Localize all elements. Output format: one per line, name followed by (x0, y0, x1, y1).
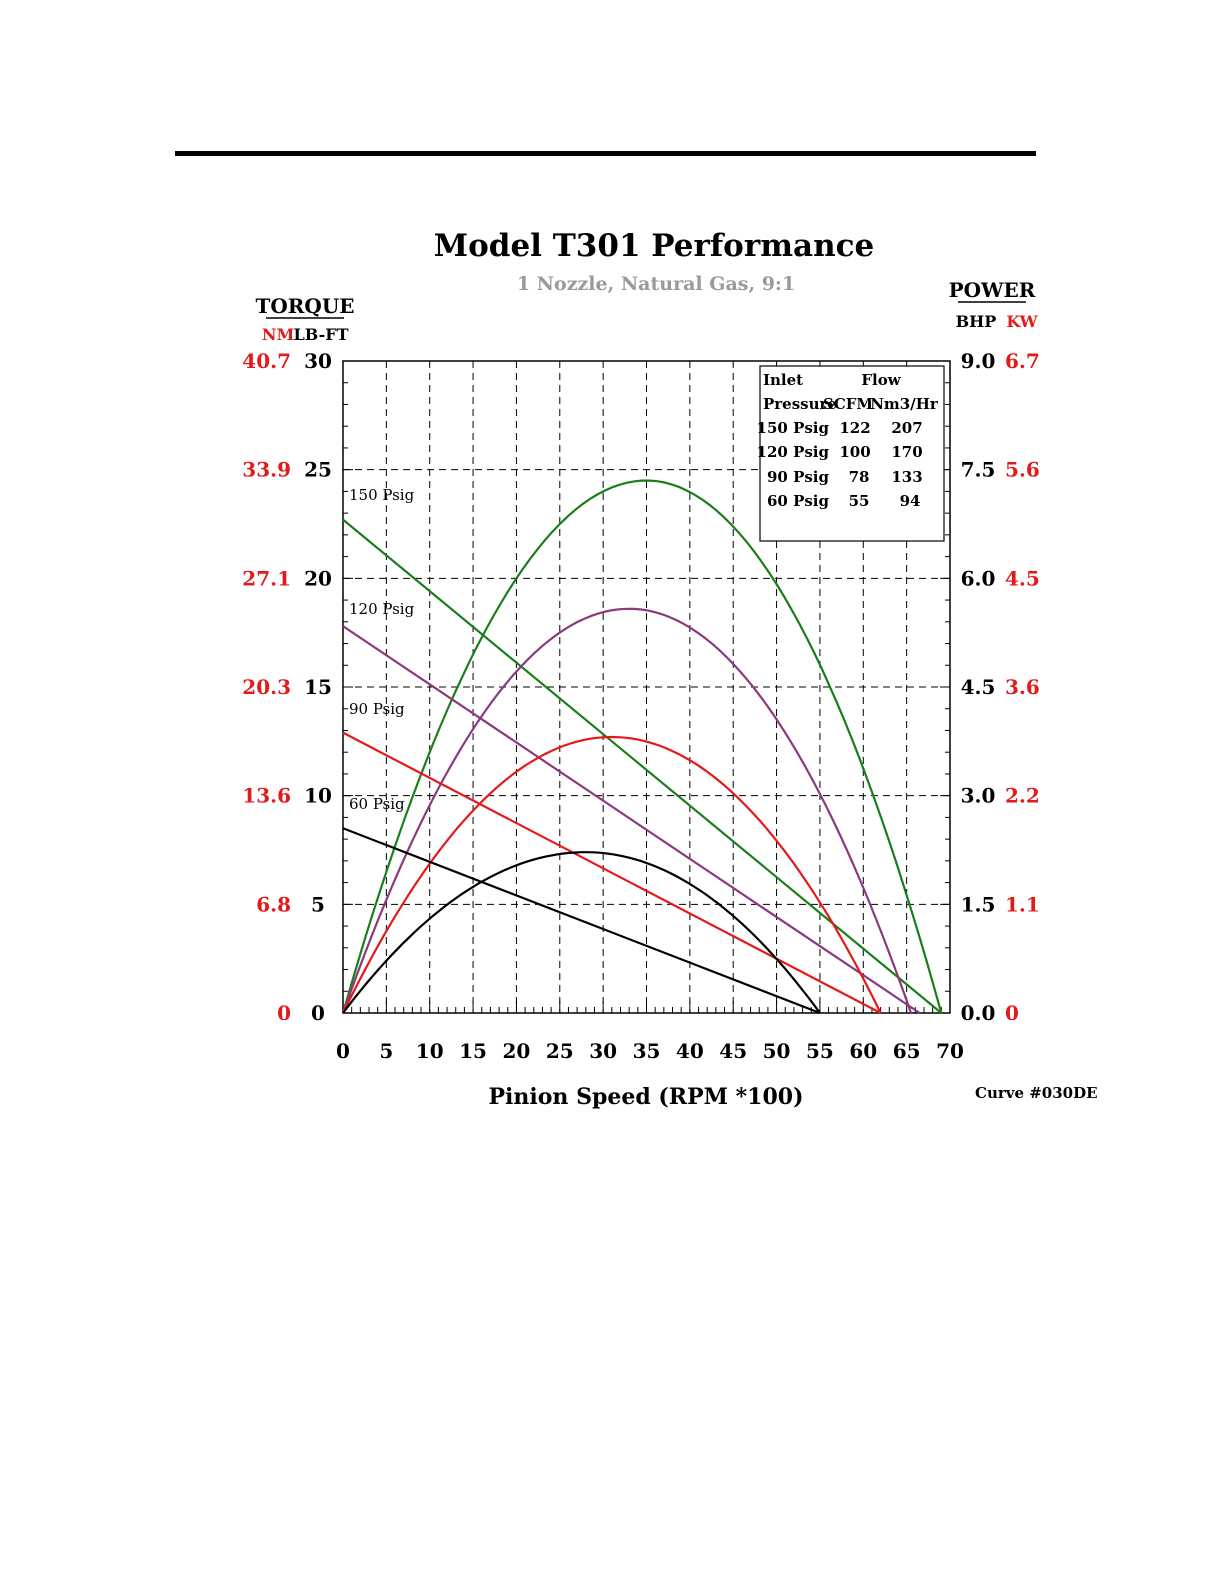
y-left-tick-nm: 20.3 (242, 675, 291, 699)
flow-row-pressure: 90 Psig (767, 468, 830, 486)
x-tick-label: 60 (849, 1039, 877, 1063)
flow-row-pressure: 60 Psig (767, 492, 830, 510)
y-left-tick-nm: 27.1 (242, 566, 291, 590)
unit-bhp: BHP (956, 312, 997, 331)
flow-row-scfm: 122 (839, 419, 870, 437)
x-tick-label: 25 (546, 1039, 574, 1063)
y-left-tick-nm: 0 (277, 1001, 291, 1025)
x-tick-label: 10 (416, 1039, 444, 1063)
x-tick-label: 5 (379, 1039, 393, 1063)
y-left-tick-lbft: 25 (304, 458, 332, 482)
x-axis-label: Pinion Speed (RPM *100) (489, 1084, 804, 1110)
y-left-tick-lbft: 0 (311, 1001, 325, 1025)
y-right-tick-bhp: 6.0 (961, 566, 996, 590)
y-right-tick-bhp: 4.5 (961, 675, 996, 699)
y-left-tick-lbft: 15 (304, 675, 332, 699)
y-left-tick-lbft: 20 (304, 566, 332, 590)
curve-label-90: 90 Psig (349, 700, 405, 718)
flow-table: Inlet Flow Pressure SCFM Nm3/Hr 150 Psig… (757, 366, 944, 541)
flow-row-nm3: 133 (891, 468, 922, 486)
flow-header-scfm: SCFM (823, 395, 873, 413)
power-curve-3 (343, 852, 820, 1013)
flow-row-nm3: 94 (900, 492, 921, 510)
y-right-tick-kw: 2.2 (1005, 784, 1040, 808)
series-layer (343, 481, 941, 1013)
x-tick-label: 65 (893, 1039, 921, 1063)
y-left-tick-lbft: 5 (311, 892, 325, 916)
power-heading: POWER (949, 278, 1036, 302)
y-right-tick-bhp: 0.0 (961, 1001, 996, 1025)
flow-row-scfm: 78 (849, 468, 870, 486)
x-tick-label: 55 (806, 1039, 834, 1063)
unit-nm: NM (262, 325, 294, 344)
chart-title: Model T301 Performance (434, 228, 874, 264)
x-tick-label: 0 (336, 1039, 350, 1063)
curve-id: Curve #030DE (975, 1084, 1098, 1102)
y-left-tick-nm: 6.8 (256, 892, 291, 916)
y-right-tick-kw: 3.6 (1005, 675, 1040, 699)
flow-row-scfm: 55 (849, 492, 870, 510)
torque-line-0 (343, 520, 941, 1013)
y-right-tick-kw: 4.5 (1005, 566, 1040, 590)
flow-row-pressure: 120 Psig (757, 443, 830, 461)
y-right-tick-bhp: 9.0 (961, 349, 996, 373)
flow-row-nm3: 207 (891, 419, 922, 437)
y-left-tick-nm: 13.6 (242, 784, 291, 808)
y-left-tick-lbft: 10 (304, 784, 332, 808)
y-right-tick-bhp: 1.5 (961, 892, 996, 916)
flow-header-flow: Flow (861, 371, 901, 389)
curve-label-120: 120 Psig (349, 600, 415, 618)
y-right-tick-kw: 1.1 (1005, 892, 1040, 916)
torque-heading: TORQUE (255, 294, 354, 318)
x-tick-label: 50 (763, 1039, 791, 1063)
y-right-tick-kw: 6.7 (1005, 349, 1040, 373)
flow-row-nm3: 170 (891, 443, 922, 461)
y-left-tick-nm: 40.7 (242, 349, 291, 373)
flow-header-inlet: Inlet (763, 371, 803, 389)
x-tick-label: 45 (719, 1039, 747, 1063)
y-right-tick-bhp: 3.0 (961, 784, 996, 808)
power-curve-0 (343, 481, 941, 1013)
unit-lbft: LB-FT (294, 325, 349, 344)
flow-header-nm3: Nm3/Hr (870, 395, 939, 413)
flow-row-scfm: 100 (839, 443, 870, 461)
power-curve-1 (343, 609, 911, 1013)
y-right-tick-bhp: 7.5 (961, 458, 996, 482)
x-tick-label: 40 (676, 1039, 704, 1063)
chart-subtitle: 1 Nozzle, Natural Gas, 9:1 (517, 273, 795, 295)
y-left-tick-nm: 33.9 (242, 458, 291, 482)
x-tick-label: 35 (633, 1039, 661, 1063)
y-left-tick-lbft: 30 (304, 349, 332, 373)
x-tick-label: 15 (459, 1039, 487, 1063)
curve-label-150: 150 Psig (349, 486, 415, 504)
x-tick-label: 30 (589, 1039, 617, 1063)
curve-label-60: 60 Psig (349, 795, 405, 813)
x-tick-label: 70 (936, 1039, 964, 1063)
flow-row-pressure: 150 Psig (757, 419, 830, 437)
y-right-tick-kw: 0 (1005, 1001, 1019, 1025)
unit-kw: KW (1006, 312, 1038, 331)
y-right-tick-kw: 5.6 (1005, 458, 1040, 482)
x-tick-label: 20 (503, 1039, 531, 1063)
